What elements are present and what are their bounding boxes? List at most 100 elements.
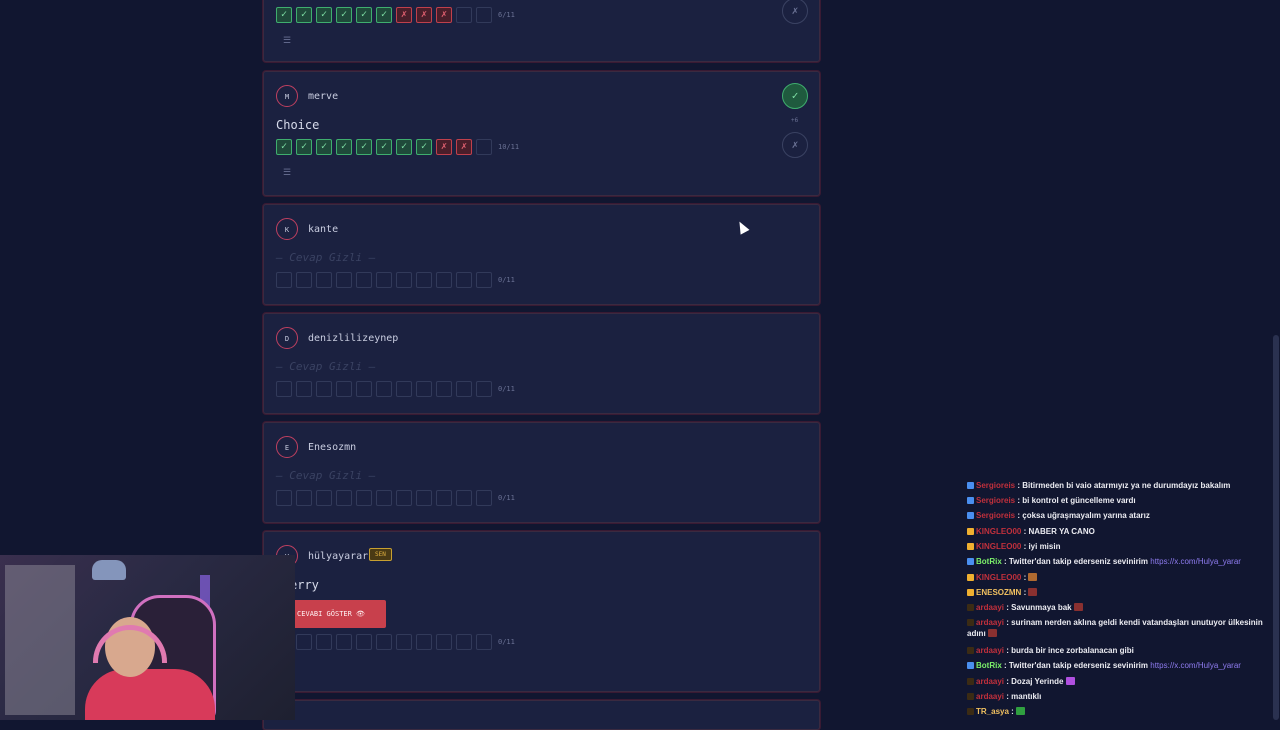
emote-icon xyxy=(1016,707,1026,715)
chat-separator: : xyxy=(1021,573,1029,582)
emote-icon xyxy=(1028,588,1038,596)
chat-text: bi kontrol et güncelleme vardı xyxy=(1022,496,1136,505)
page-scrollbar-thumb[interactable] xyxy=(1273,335,1279,720)
chat-username[interactable]: BotRix xyxy=(976,557,1002,566)
headphones-icon xyxy=(93,625,167,663)
answer-box-ok: ✓ xyxy=(376,7,392,23)
player-name: hülyayarar xyxy=(308,551,369,562)
answer-box-empty xyxy=(316,272,332,288)
chat-text: çoksa uğraşmayalım yarına atarız xyxy=(1022,511,1150,520)
moderator-badge-icon xyxy=(967,497,974,504)
answer-box-empty xyxy=(476,490,492,506)
chat-username[interactable]: Sergioreis xyxy=(976,481,1016,490)
answer-box-bad: ✗ xyxy=(396,7,412,23)
chat-message: ardaayi : Dozaj Yerinde xyxy=(967,676,1272,687)
chat-message: Sergioreis : Bitirmeden bi vaio atarmıyı… xyxy=(967,480,1272,491)
chat-separator: : xyxy=(1001,661,1009,670)
answer-box-empty xyxy=(416,490,432,506)
chat-message: KINGLEO00 : xyxy=(967,572,1272,583)
answer-box-ok: ✓ xyxy=(356,139,372,155)
answer-box-bad: ✗ xyxy=(436,7,452,23)
chat-link[interactable]: https://x.com/Hulya_yarar xyxy=(1150,557,1241,566)
chat-message: BotRix : Twitter'dan takip ederseniz sev… xyxy=(967,556,1272,567)
chat-username[interactable]: ardaayi xyxy=(976,603,1005,612)
crown-badge-icon xyxy=(967,693,974,700)
score-count: 0/11 xyxy=(498,638,515,646)
chat-username[interactable]: ardaayi xyxy=(976,618,1005,627)
chat-username[interactable]: ardaayi xyxy=(976,646,1005,655)
chat-username[interactable]: ardaayi xyxy=(976,677,1005,686)
answer-box-empty xyxy=(396,381,412,397)
player-name: Enesozmn xyxy=(308,442,357,453)
chat-message: ardaayi : surinam nerden aklına geldi ke… xyxy=(967,617,1272,639)
chat-text: Twitter'dan takip ederseniz sevinirim xyxy=(1008,557,1151,566)
answer-box-ok: ✓ xyxy=(276,139,292,155)
page-scrollbar-track[interactable] xyxy=(1272,0,1280,720)
menu-icon[interactable]: ☰ xyxy=(283,168,292,178)
answer-box-empty xyxy=(456,490,472,506)
reject-button[interactable]: ✗ xyxy=(782,0,808,24)
answer-box-empty xyxy=(396,490,412,506)
menu-icon[interactable]: ☰ xyxy=(283,36,292,46)
moderator-badge-icon xyxy=(967,558,974,565)
chat-username[interactable]: KINGLEO00 xyxy=(976,527,1022,536)
webcam-overlay xyxy=(0,555,295,720)
player-card xyxy=(263,700,820,730)
chat-username[interactable]: ardaayi xyxy=(976,692,1005,701)
answer-box-bad: ✗ xyxy=(416,7,432,23)
answer-box-ok: ✓ xyxy=(376,139,392,155)
chat-text: Dozaj Yerinde xyxy=(1011,677,1066,686)
chat-username[interactable]: ENESOZMN xyxy=(976,588,1022,597)
stream-chat: Sergioreis : Bitirmeden bi vaio atarmıyı… xyxy=(967,480,1272,720)
subscriber-badge-icon xyxy=(967,543,974,550)
chat-message: KINGLEO00 : iyi misin xyxy=(967,541,1272,552)
answer-box-empty xyxy=(356,634,372,650)
subscriber-badge-icon xyxy=(967,589,974,596)
chat-username[interactable]: TR_asya xyxy=(976,707,1009,716)
subscriber-badge-icon xyxy=(967,574,974,581)
score-count: 0/11 xyxy=(498,385,515,393)
chat-username[interactable]: KINGLEO00 xyxy=(976,542,1022,551)
answer-box-empty xyxy=(336,490,352,506)
answer-boxes: ✓ ✓ ✓ ✓ ✓ ✓ ✓ ✓ ✗ ✗ xyxy=(276,139,492,155)
chat-username[interactable]: Sergioreis xyxy=(976,496,1016,505)
reject-button[interactable]: ✗ xyxy=(782,132,808,158)
hidden-answer-label: — Cevap Gizli — xyxy=(276,251,376,264)
answer-box-empty xyxy=(336,272,352,288)
answer-box-empty xyxy=(376,381,392,397)
crown-badge-icon xyxy=(967,708,974,715)
player-card: H hülyayarar SEN erry CEVABI GÖSTER 👁 0/… xyxy=(263,531,820,692)
chat-message: ENESOZMN : xyxy=(967,587,1272,598)
chat-separator: : xyxy=(1015,481,1023,490)
answer-box-ok: ✓ xyxy=(276,7,292,23)
subscriber-badge-icon xyxy=(967,528,974,535)
hidden-answer-label: — Cevap Gizli — xyxy=(276,360,376,373)
answer-box-empty xyxy=(476,272,492,288)
answer-box-ok: ✓ xyxy=(296,139,312,155)
chat-username[interactable]: KINGLEO00 xyxy=(976,573,1022,582)
approve-button[interactable]: ✓ xyxy=(782,83,808,109)
emote-icon xyxy=(987,629,997,637)
answer-box-empty xyxy=(296,634,312,650)
moderator-badge-icon xyxy=(967,662,974,669)
chat-message: KINGLEO00 : NABER YA CANO xyxy=(967,526,1272,537)
webcam-lamp xyxy=(92,560,126,580)
chat-username[interactable]: BotRix xyxy=(976,661,1002,670)
player-card: D denizlilizeynep — Cevap Gizli — 0/11 xyxy=(263,313,820,414)
crown-badge-icon xyxy=(967,678,974,685)
answer-box-empty xyxy=(476,381,492,397)
points-label: +6 xyxy=(791,117,799,124)
crown-badge-icon xyxy=(967,604,974,611)
chat-text: mantıklı xyxy=(1011,692,1042,701)
answer-box-ok: ✓ xyxy=(356,7,372,23)
score-count: 0/11 xyxy=(498,276,515,284)
answer-box-ok: ✓ xyxy=(396,139,412,155)
answer-box-empty xyxy=(336,381,352,397)
chat-username[interactable]: Sergioreis xyxy=(976,511,1016,520)
answer-box-ok: ✓ xyxy=(296,7,312,23)
avatar: M xyxy=(276,85,298,107)
chat-link[interactable]: https://x.com/Hulya_yarar xyxy=(1150,661,1241,670)
avatar: D xyxy=(276,327,298,349)
emote-icon xyxy=(1073,603,1083,611)
answer-box-empty xyxy=(436,490,452,506)
